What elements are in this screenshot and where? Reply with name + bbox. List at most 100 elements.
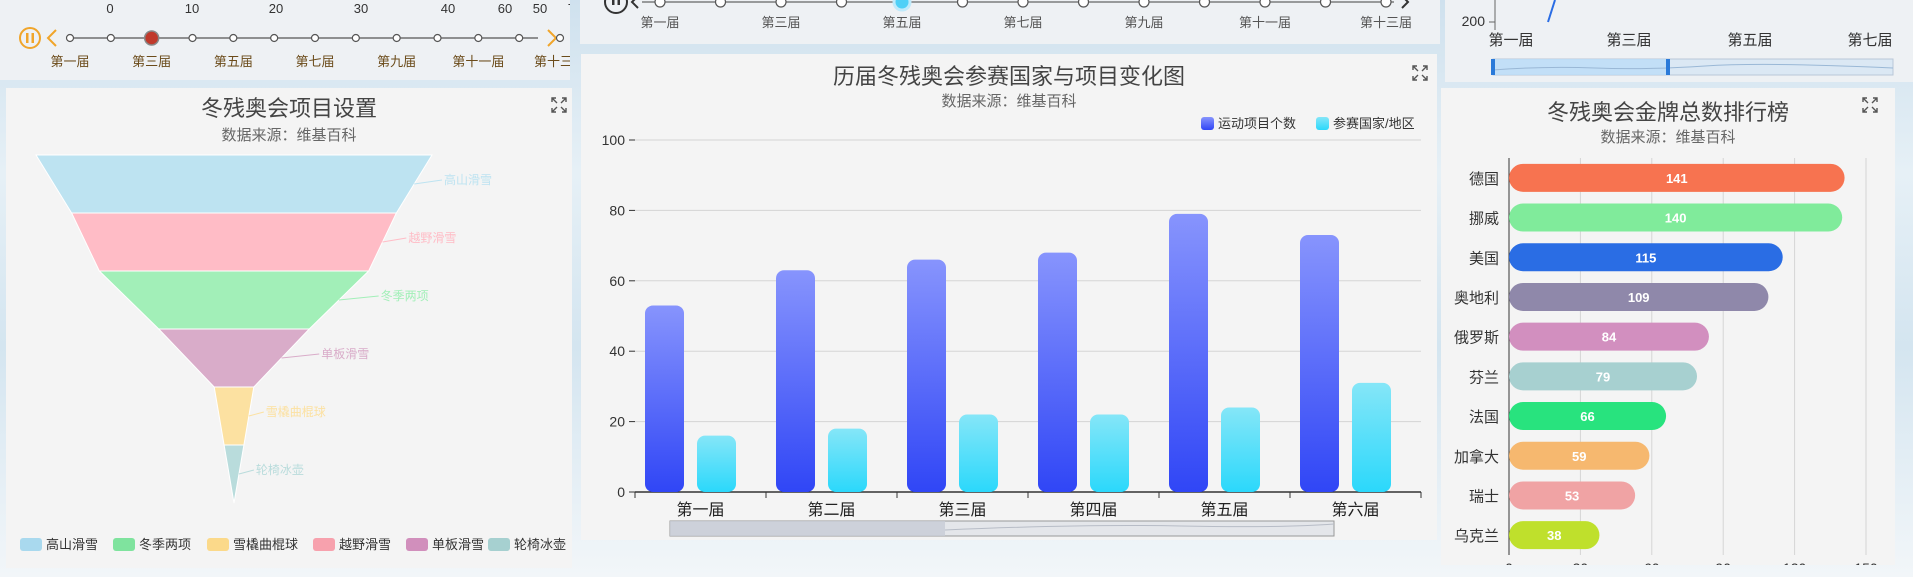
mini-x-label: 第一届 — [1488, 31, 1533, 49]
timeline-dot[interactable] — [188, 33, 197, 43]
timeline-dot[interactable] — [229, 33, 238, 43]
play-pause-button[interactable] — [19, 27, 41, 49]
timeline-dot-current[interactable] — [143, 30, 160, 46]
funnel-legend-label[interactable]: 轮椅冰壶 — [514, 537, 566, 552]
bar-events[interactable] — [645, 305, 684, 492]
mini-datazoom-window[interactable] — [1493, 59, 1668, 75]
prev-arrow-icon[interactable] — [630, 0, 639, 9]
funnel-legend-label[interactable]: 冬季两项 — [139, 537, 191, 552]
timeline-dot[interactable] — [1138, 0, 1150, 8]
timeline-dot[interactable] — [1319, 0, 1332, 8]
timeline-dot[interactable] — [65, 33, 75, 43]
timeline-scale-tick: 50 — [533, 1, 547, 16]
play-pause-button[interactable] — [604, 0, 628, 14]
funnel-legend[interactable]: 高山滑雪 冬季两项 雪橇曲棍球 越野滑雪 单板滑雪 轮椅冰壶 — [20, 537, 566, 552]
bar-countries[interactable] — [1090, 414, 1129, 492]
timeline-dot[interactable] — [270, 33, 279, 43]
funnel-segments[interactable] — [35, 154, 433, 504]
bar-countries[interactable] — [697, 435, 736, 492]
timeline-scale-tick: 0 — [106, 1, 113, 16]
bar-y-tick-label: 60 — [609, 273, 625, 289]
medal-bar[interactable] — [1509, 521, 1600, 550]
bar-datazoom-window[interactable] — [670, 521, 945, 536]
medal-bar[interactable] — [1509, 243, 1783, 272]
timeline-dot[interactable] — [1259, 0, 1271, 8]
mini-datazoom-handle-left[interactable] — [1491, 59, 1495, 75]
medal-bar[interactable] — [1509, 203, 1843, 232]
bar-events[interactable] — [1169, 213, 1208, 493]
timeline-dot[interactable] — [956, 0, 969, 8]
timeline-left-svg: 0 10 20 30 40 60 50 70 第一届 第三届 第五届 第七届 第九届 第十一届 第十三届 — [19, 1, 570, 69]
prev-arrow-icon[interactable] — [46, 29, 57, 47]
funnel-legend-swatch[interactable] — [406, 538, 428, 551]
bar-series[interactable] — [645, 213, 1391, 493]
bar-countries[interactable] — [828, 428, 867, 492]
timeline-dot[interactable] — [433, 33, 442, 43]
funnel-legend-swatch[interactable] — [20, 538, 42, 551]
timeline-dot[interactable] — [515, 33, 524, 43]
funnel-legend-swatch[interactable] — [488, 538, 510, 551]
bar-events[interactable] — [1038, 252, 1077, 492]
next-arrow-icon[interactable] — [547, 29, 558, 47]
medal-bar[interactable] — [1509, 362, 1698, 391]
timeline-dots[interactable] — [65, 30, 565, 46]
bar-events[interactable] — [1300, 235, 1339, 493]
timeline-dot[interactable] — [351, 33, 360, 43]
bar-legend[interactable]: 运动项目个数 参赛国家/地区 — [1201, 116, 1415, 131]
funnel-segment[interactable] — [70, 212, 398, 272]
timeline-dot[interactable] — [1198, 0, 1211, 8]
funnel-legend-label[interactable]: 高山滑雪 — [46, 537, 98, 552]
next-arrow-icon[interactable] — [1401, 0, 1410, 9]
funnel-segment[interactable] — [98, 270, 370, 330]
funnel-legend-swatch[interactable] — [313, 538, 335, 551]
medal-bar[interactable] — [1509, 441, 1650, 470]
medal-bar[interactable] — [1509, 402, 1667, 431]
funnel-legend-swatch[interactable] — [113, 538, 135, 551]
timeline-dot[interactable] — [714, 0, 727, 8]
bar-legend-label[interactable]: 运动项目个数 — [1218, 116, 1296, 131]
funnel-segment[interactable] — [223, 444, 245, 504]
timeline-dot[interactable] — [474, 33, 483, 43]
funnel-segment[interactable] — [35, 154, 433, 214]
funnel-legend-label[interactable]: 雪橇曲棍球 — [233, 537, 298, 552]
timeline-dot[interactable] — [1380, 0, 1392, 8]
fullscreen-icon[interactable] — [1412, 65, 1428, 81]
funnel-segment[interactable] — [157, 328, 311, 388]
medal-country-label: 瑞士 — [1469, 488, 1499, 505]
medal-bar[interactable] — [1509, 163, 1845, 192]
bar-legend-label[interactable]: 参赛国家/地区 — [1333, 116, 1415, 131]
bar-legend-swatch[interactable] — [1201, 117, 1214, 130]
bar-x-tick-label: 第三届 — [938, 501, 986, 519]
funnel-segment[interactable] — [213, 386, 255, 446]
fullscreen-icon[interactable] — [1862, 97, 1878, 113]
mini-datazoom-handle-right[interactable] — [1666, 59, 1670, 75]
bar-events[interactable] — [907, 259, 946, 492]
funnel-legend-label[interactable]: 越野滑雪 — [339, 537, 391, 552]
timeline-dot[interactable] — [392, 33, 401, 43]
timeline-dot-current[interactable] — [892, 0, 912, 12]
medal-bar[interactable] — [1509, 282, 1769, 311]
medal-bars[interactable]: 141 德国 140 挪威 115 美国 109 奥地利 84 俄罗斯 79 芬兰 66 法国 59 加拿大 5… — [1454, 163, 1845, 550]
bar-countries[interactable] — [1352, 382, 1391, 492]
timeline-dot[interactable] — [310, 33, 320, 43]
timeline-dot[interactable] — [1077, 0, 1090, 8]
timeline-mid-panel: 第一届 第三届 第五届 第七届 第九届 第十一届 第十三届 — [580, 0, 1440, 44]
timeline-dot[interactable] — [835, 0, 848, 8]
timeline-dots[interactable] — [654, 0, 1392, 12]
bar-events[interactable] — [776, 270, 815, 492]
timeline-dot[interactable] — [555, 33, 565, 43]
medal-bar[interactable] — [1509, 481, 1636, 510]
funnel-legend-swatch[interactable] — [207, 538, 229, 551]
bar-countries[interactable] — [959, 414, 998, 492]
medal-country-label: 法国 — [1469, 409, 1499, 426]
timeline-dot[interactable] — [775, 0, 787, 8]
mini-x-label: 第三届 — [1606, 31, 1651, 49]
funnel-legend-label[interactable]: 单板滑雪 — [432, 537, 484, 552]
timeline-dot[interactable] — [1017, 0, 1029, 8]
bar-countries[interactable] — [1221, 407, 1260, 492]
medal-bar[interactable] — [1509, 322, 1709, 351]
timeline-dot[interactable] — [654, 0, 666, 8]
timeline-dot[interactable] — [106, 33, 115, 43]
bar-legend-swatch[interactable] — [1316, 117, 1329, 130]
fullscreen-icon[interactable] — [551, 97, 567, 113]
